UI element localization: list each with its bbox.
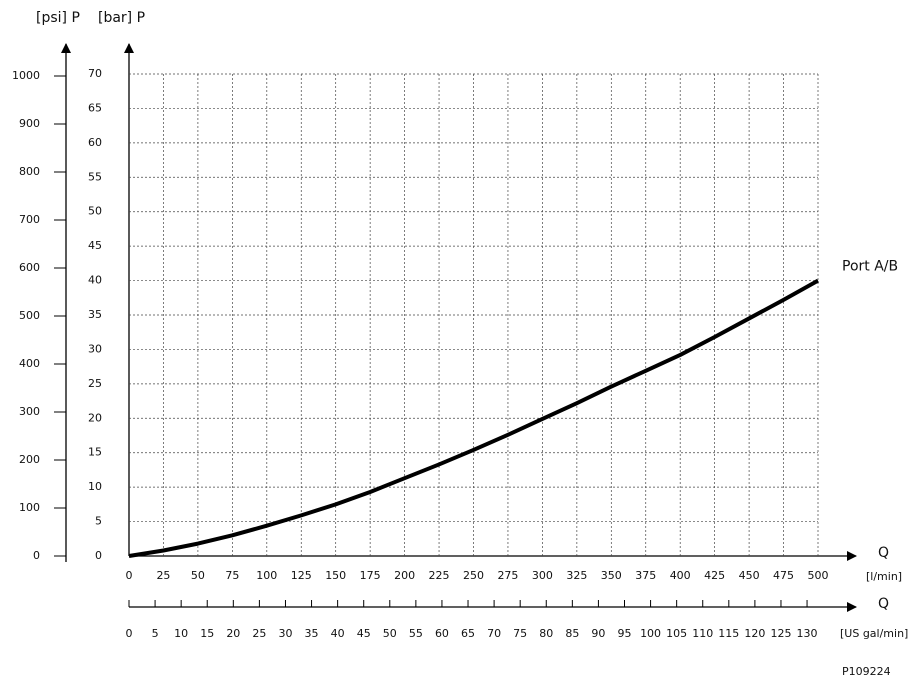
y-tick-label: 60 <box>88 136 102 149</box>
x-tick-label: 475 <box>773 569 794 582</box>
x-tick-label: 150 <box>325 569 346 582</box>
x2-tick-label: 130 <box>797 627 818 640</box>
x-tick-label: 100 <box>256 569 277 582</box>
y-tick-label: 35 <box>88 308 102 321</box>
y-tick-label: 45 <box>88 239 102 252</box>
y-tick-label: 15 <box>88 446 102 459</box>
x-tick-label: 500 <box>808 569 829 582</box>
y2-tick-label: 400 <box>19 357 40 370</box>
y-tick-label: 65 <box>88 101 102 114</box>
figure-code: P109224 <box>842 665 891 678</box>
y2-tick-label: 200 <box>19 453 40 466</box>
x-tick-label: 175 <box>360 569 381 582</box>
x-tick-label: 0 <box>126 569 133 582</box>
y-tick-label: 20 <box>88 411 102 424</box>
x2-tick-label: 35 <box>305 627 319 640</box>
x2-axis-label: Q <box>878 596 889 612</box>
x2-tick-label: 100 <box>640 627 661 640</box>
x2-tick-label: 75 <box>513 627 527 640</box>
x-tick-label: 400 <box>670 569 691 582</box>
x2-tick-label: 0 <box>126 627 133 640</box>
x-tick-label: 25 <box>156 569 170 582</box>
x-tick-label: 350 <box>601 569 622 582</box>
x2-tick-label: 55 <box>409 627 423 640</box>
series-label: Port A/B <box>842 259 898 275</box>
x2-tick-label: 95 <box>617 627 631 640</box>
x2-tick-label: 70 <box>487 627 501 640</box>
x2-tick-label: 80 <box>539 627 553 640</box>
x2-axis-unit: [US gal/min] <box>840 627 908 640</box>
x2-tick-label: 50 <box>383 627 397 640</box>
x2-tick-label: 25 <box>252 627 266 640</box>
y2-tick-label: 700 <box>19 213 40 226</box>
x-axis-unit: [l/min] <box>866 570 902 583</box>
y2-tick-label: 1000 <box>12 69 40 82</box>
x2-tick-label: 120 <box>744 627 765 640</box>
x-tick-label: 50 <box>191 569 205 582</box>
x2-tick-label: 40 <box>331 627 345 640</box>
x-tick-label: 275 <box>497 569 518 582</box>
x-tick-label: 300 <box>532 569 553 582</box>
y-tick-label: 55 <box>88 170 102 183</box>
y-tick-label: 40 <box>88 274 102 287</box>
x2-tick-label: 115 <box>718 627 739 640</box>
x-tick-label: 125 <box>291 569 312 582</box>
x-tick-label: 75 <box>225 569 239 582</box>
y2-tick-label: 900 <box>19 117 40 130</box>
x2-tick-label: 105 <box>666 627 687 640</box>
x-tick-label: 250 <box>463 569 484 582</box>
y2-tick-label: 600 <box>19 261 40 274</box>
y2-tick-label: 300 <box>19 405 40 418</box>
x2-tick-label: 65 <box>461 627 475 640</box>
y2-tick-label: 500 <box>19 309 40 322</box>
y2-tick-label: 800 <box>19 165 40 178</box>
data-line <box>128 278 819 558</box>
x2-tick-label: 125 <box>770 627 791 640</box>
x-tick-label: 325 <box>566 569 587 582</box>
y-tick-label: 50 <box>88 205 102 218</box>
x-axis-label: Q <box>878 545 889 561</box>
x2-tick-label: 5 <box>152 627 159 640</box>
y2-tick-label: 100 <box>19 501 40 514</box>
y-tick-label: 5 <box>95 515 102 528</box>
y-tick-label: 0 <box>95 549 102 562</box>
x2-tick-label: 45 <box>357 627 371 640</box>
x-tick-label: 425 <box>704 569 725 582</box>
y-tick-label: 25 <box>88 377 102 390</box>
y2-tick-label: 0 <box>33 549 40 562</box>
x-tick-label: 450 <box>739 569 760 582</box>
x2-tick-label: 110 <box>692 627 713 640</box>
y2-axis-label: [psi] P <box>36 10 80 26</box>
x2-tick-label: 30 <box>278 627 292 640</box>
y-axis-label: [bar] P <box>98 10 145 26</box>
x2-tick-label: 20 <box>226 627 240 640</box>
y-tick-label: 30 <box>88 342 102 355</box>
x2-tick-label: 60 <box>435 627 449 640</box>
x2-tick-label: 10 <box>174 627 188 640</box>
x2-tick-label: 15 <box>200 627 214 640</box>
x-tick-label: 200 <box>394 569 415 582</box>
y-tick-label: 10 <box>88 480 102 493</box>
x-tick-label: 225 <box>429 569 450 582</box>
x2-tick-label: 85 <box>565 627 579 640</box>
x2-tick-label: 90 <box>591 627 605 640</box>
x-tick-label: 375 <box>635 569 656 582</box>
y-tick-label: 70 <box>88 67 102 80</box>
